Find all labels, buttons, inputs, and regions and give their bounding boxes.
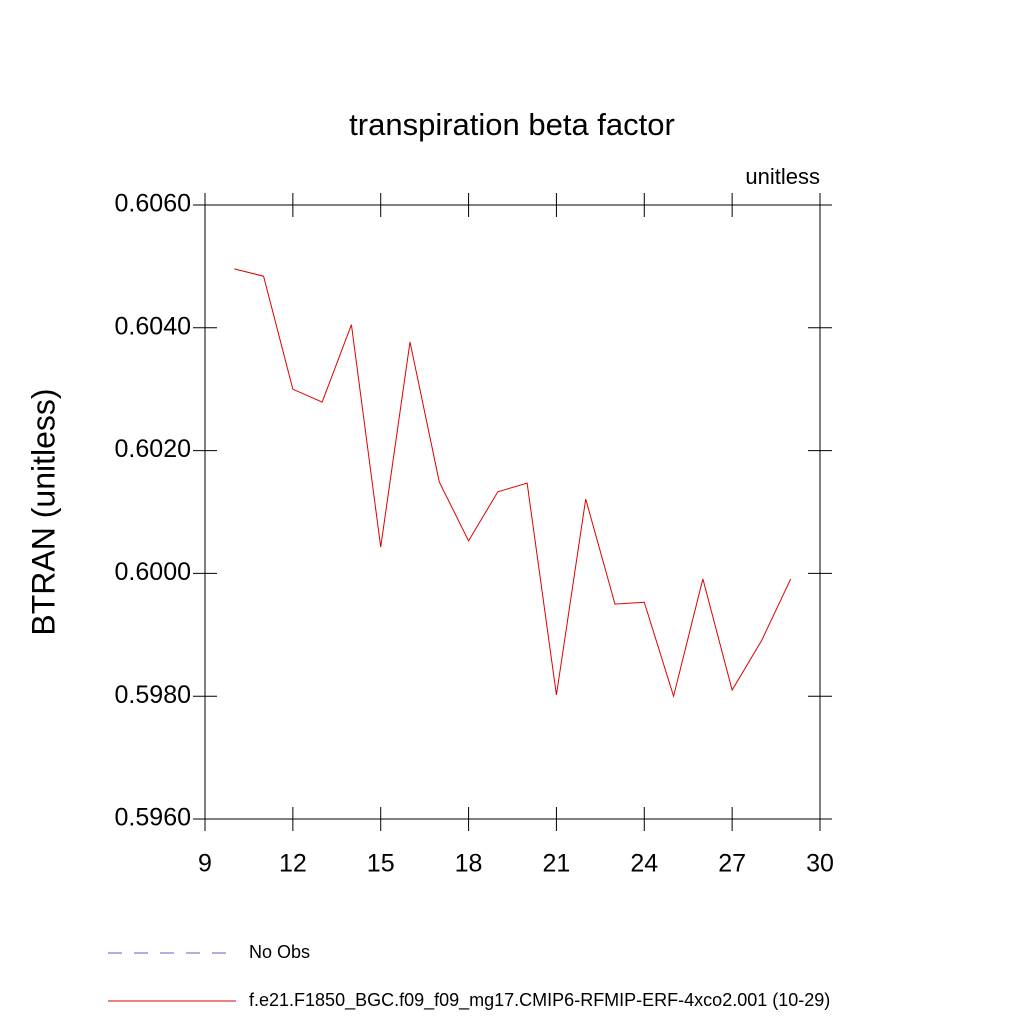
chart-title: transpiration beta factor	[349, 107, 675, 142]
y-tick-label: 0.6020	[115, 435, 191, 463]
x-tick-label: 15	[367, 850, 395, 878]
x-tick-label: 27	[718, 850, 746, 878]
legend-label: f.e21.F1850_BGC.f09_f09_mg17.CMIP6-RFMIP…	[249, 990, 830, 1011]
x-tick-label: 30	[806, 850, 834, 878]
chart-subtitle: unitless	[745, 164, 820, 189]
legend-label: No Obs	[249, 942, 310, 962]
data-line	[234, 268, 792, 699]
x-tick-label: 21	[543, 850, 571, 878]
x-tick-label: 18	[455, 850, 483, 878]
y-tick-label: 0.5960	[115, 804, 191, 832]
y-tick-label: 0.6040	[115, 312, 191, 340]
x-tick-label: 24	[630, 850, 658, 878]
x-tick-label: 9	[198, 850, 212, 878]
plot-frame	[204, 204, 821, 820]
y-tick-label: 0.6060	[115, 190, 191, 218]
x-tick-label: 12	[279, 850, 307, 878]
y-tick-label: 0.5980	[115, 681, 191, 709]
y-tick-label: 0.6000	[115, 558, 191, 586]
y-axis-label: BTRAN (unitless)	[25, 388, 61, 635]
